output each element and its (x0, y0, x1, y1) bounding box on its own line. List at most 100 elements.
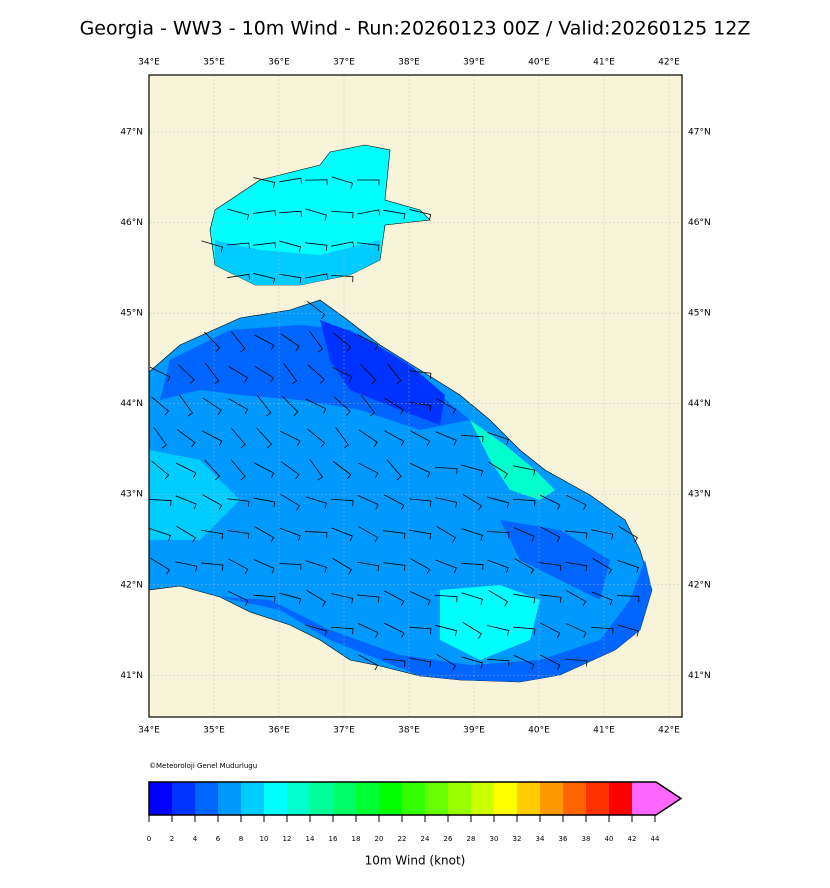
wind-barb (281, 395, 299, 416)
colorbar-swatch (218, 782, 241, 815)
colorbar-tick-label: 30 (490, 835, 499, 843)
colorbar-tick-label: 22 (398, 835, 407, 843)
wind-barb (461, 464, 484, 477)
wind-barb (330, 626, 354, 635)
colorbar-tick-label: 20 (375, 835, 384, 843)
wind-barb (227, 208, 250, 221)
wind-barb (435, 497, 458, 508)
wind-barb (435, 431, 457, 446)
wind-barb (539, 494, 561, 510)
colorbar-tick-label: 34 (536, 835, 545, 843)
wind-barb (230, 427, 246, 449)
wind-barb (307, 364, 325, 384)
wind-barb (253, 242, 276, 249)
wind-barb (333, 332, 352, 352)
wind-barb (383, 209, 406, 220)
wind-barb (309, 458, 323, 481)
wind-barb (331, 527, 353, 542)
wind-barb (179, 394, 194, 417)
wind-barb (305, 242, 328, 251)
wind-barb (357, 561, 380, 572)
colorbar-tick-label: 40 (605, 835, 614, 843)
lat-tick-label: 47°N (688, 128, 711, 138)
wind-barb (436, 526, 456, 543)
wind-barb (256, 427, 272, 449)
wind-barb (280, 333, 300, 351)
wind-barb (332, 558, 352, 575)
colorbar-tick-label: 38 (582, 835, 591, 843)
wind-barb (617, 560, 639, 573)
wind-barb (307, 428, 326, 448)
colorbar-swatch (287, 782, 310, 815)
wind-barb (435, 559, 457, 574)
wind-barb (280, 461, 300, 480)
lat-tick-label: 46°N (120, 218, 143, 228)
wind-barb (512, 498, 536, 507)
colorbar-swatch (356, 782, 379, 815)
lon-tick-label: 37°E (333, 58, 355, 68)
wind-barb (386, 363, 402, 385)
wind-barb (409, 370, 432, 379)
colorbar: 0 2 4 6 8 10 12 14 16 18 20 22 24 26 28 30 32 34 36 38 40 42 4… (147, 781, 683, 843)
wind-barb (357, 209, 381, 216)
wind-barb (540, 526, 561, 543)
colorbar-swatch (563, 782, 586, 815)
wind-barb (279, 592, 302, 605)
wind-barb (565, 530, 588, 539)
wind-barb (230, 459, 246, 481)
colorbar-swatch (402, 782, 425, 815)
wind-barb (435, 624, 458, 637)
colorbar-swatch (172, 782, 195, 815)
wind-barb (176, 429, 196, 448)
colorbar-tick-label: 32 (513, 835, 522, 843)
wind-barb (565, 623, 587, 638)
wind-barb (409, 462, 431, 478)
colorbar-extension (632, 782, 681, 815)
wind-barb (409, 529, 432, 540)
wind-barb (590, 626, 614, 635)
wind-barb (253, 497, 276, 508)
wind-barb (409, 498, 432, 507)
wind-barb (331, 241, 355, 248)
wind-barb (565, 658, 588, 667)
wind-barb (357, 495, 379, 510)
wind-barb (252, 594, 276, 603)
wind-barb (384, 494, 405, 511)
wind-barb (617, 624, 640, 637)
lon-tick-label: 38°E (398, 726, 420, 736)
wind-barb (151, 396, 170, 416)
wind-barb (149, 366, 171, 382)
wind-barb (204, 459, 220, 481)
wind-barb (149, 528, 171, 541)
wind-barb (279, 177, 303, 184)
wind-barb (331, 176, 354, 189)
wind-barb (305, 496, 328, 509)
colorbar-swatch (609, 782, 632, 815)
wind-barb (331, 593, 354, 604)
wind-barb (305, 560, 327, 573)
colorbar-swatch (195, 782, 218, 815)
wind-barb (358, 462, 379, 479)
wind-barb (383, 622, 405, 639)
wind-barb (461, 656, 484, 669)
wind-barb (487, 625, 510, 636)
wind-barb (486, 530, 510, 539)
wind-barb (460, 563, 484, 571)
lat-tick-label: 46°N (688, 218, 711, 228)
wind-barb (409, 657, 432, 668)
lat-tick-label: 42°N (688, 580, 711, 590)
lon-tick-label: 41°E (593, 726, 615, 736)
wind-barb (384, 397, 404, 415)
lon-tick-label: 36°E (268, 726, 290, 736)
colorbar-tick-label: 44 (651, 835, 660, 843)
wind-barb (254, 334, 275, 351)
wind-barb (228, 398, 249, 415)
wind-barb (461, 528, 483, 541)
colorbar-swatch (149, 782, 172, 815)
title: Georgia - WW3 - 10m Wind - Run:20260123 … (80, 18, 751, 40)
lon-tick-label: 38°E (398, 58, 420, 68)
wind-barb (279, 240, 302, 253)
wind-barb (278, 562, 302, 571)
wind-barb (256, 395, 272, 417)
